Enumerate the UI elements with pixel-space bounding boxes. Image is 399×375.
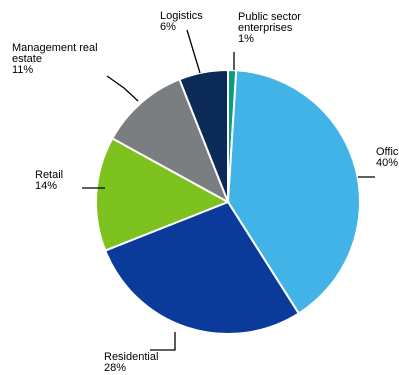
leader-line-logistics	[186, 29, 201, 74]
slice-name-public-sector-enterprises: Public sector	[238, 11, 301, 23]
slice-name-residential: Residential	[104, 351, 158, 363]
slice-label-retail: Retail 14%	[35, 169, 63, 192]
slice-name-logistics: Logistics	[160, 10, 203, 22]
pie-slice-logistics	[178, 68, 229, 203]
leader-lines	[82, 29, 375, 351]
slice-name-office: Office	[376, 146, 399, 158]
slice-label-residential: Residential 28%	[104, 351, 158, 374]
leader-line-management-real-estate	[106, 75, 139, 102]
slice-label-public-sector-enterprises: Public sector enterprises 1%	[238, 11, 301, 45]
pie-slice-management-real-estate	[110, 77, 230, 205]
pie-slice-retail	[95, 137, 231, 252]
slice-name-management-real-estate: estate	[12, 53, 42, 65]
slice-label-logistics: Logistics 6%	[160, 10, 203, 33]
slice-label-office: Office40%	[376, 146, 399, 169]
pie-slices	[95, 68, 361, 335]
slice-value-office: 40%	[376, 157, 398, 169]
slice-name-retail: Retail	[35, 169, 63, 181]
slice-value-management-real-estate: 11%	[12, 64, 33, 76]
slice-value-residential: 28%	[104, 362, 126, 374]
pie-slice-residential	[103, 200, 301, 335]
slice-value-logistics: 6%	[160, 21, 176, 33]
slice-name-management-real-estate: Management real	[12, 42, 98, 54]
slice-label-management-real-estate: Management real estate 11%	[12, 42, 98, 76]
slice-value-retail: 14%	[35, 180, 57, 192]
slice-name-public-sector-enterprises: enterprises	[238, 22, 293, 34]
leader-line-residential	[150, 332, 176, 351]
slice-value-public-sector-enterprises: 1%	[238, 33, 254, 45]
